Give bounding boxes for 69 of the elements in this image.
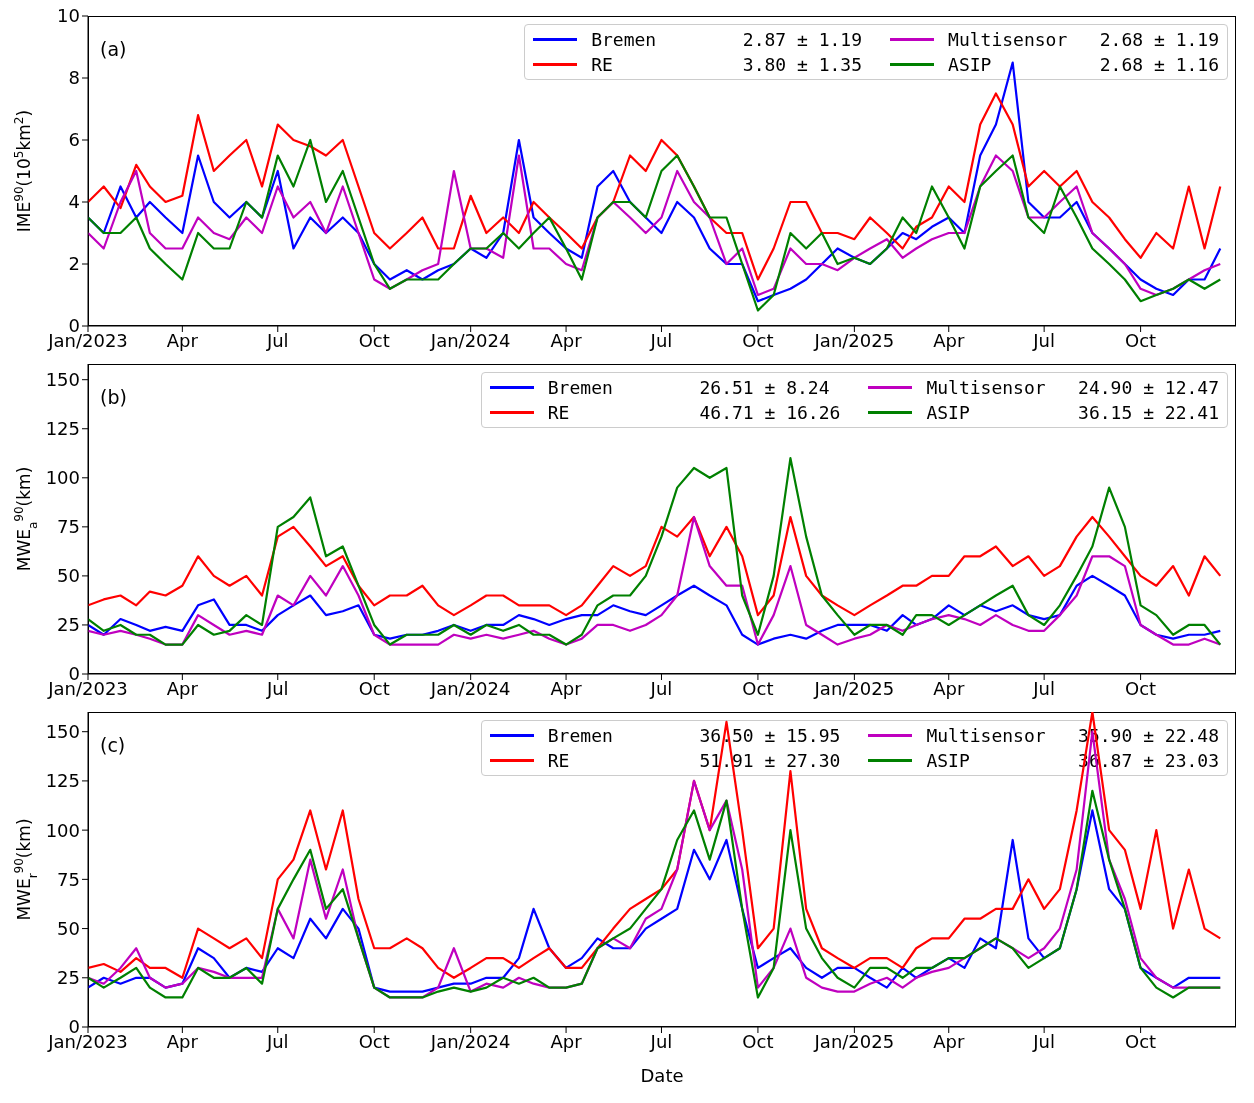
x-tick-label: Oct — [1125, 1030, 1157, 1052]
x-tick-label: Oct — [742, 677, 774, 699]
legend-label: RE 46.71 ± 16.26 — [547, 402, 841, 423]
legend-label: ASIP 2.68 ± 1.16 — [948, 54, 1219, 75]
y-tick-label: 50 — [57, 917, 80, 939]
y-tick-label: 25 — [57, 967, 80, 989]
x-tick-label: Jan/2024 — [429, 329, 511, 351]
y-tick-label: 100 — [45, 467, 80, 489]
line-series — [88, 515, 1222, 617]
x-tick-label: Apr — [166, 1030, 199, 1052]
x-tick-label: Oct — [358, 677, 390, 699]
annotation: (c) — [100, 734, 126, 756]
line-series — [88, 574, 1222, 646]
x-tick-label: Apr — [933, 677, 965, 699]
line-series — [88, 457, 1222, 646]
x-tick-label: Oct — [742, 1030, 774, 1052]
x-tick-label: Apr — [550, 677, 583, 699]
x-tick-label: Oct — [1125, 677, 1157, 699]
legend-label: Multisensor 2.68 ± 1.19 — [948, 29, 1219, 50]
legend-label: Multisensor 24.90 ± 12.47 — [926, 377, 1219, 398]
y-tick-label: 100 — [45, 819, 80, 841]
x-tick-label: Oct — [358, 1030, 390, 1052]
x-tick-label: Oct — [742, 329, 774, 351]
line-series — [88, 154, 1222, 297]
x-tick-label: Jul — [649, 329, 673, 351]
x-tick-label: Jul — [1032, 677, 1055, 699]
y-tick-label: 150 — [45, 369, 80, 391]
legend-label: Bremen 26.51 ± 8.24 — [547, 377, 830, 398]
x-tick-label: Jul — [265, 329, 289, 351]
x-tick-label: Apr — [933, 329, 965, 351]
y-tick-label: 10 — [57, 5, 80, 27]
x-tick-label: Apr — [550, 329, 583, 351]
x-tick-label: Jul — [1032, 1030, 1055, 1052]
x-tick-label: Jul — [649, 1030, 673, 1052]
y-tick-label: 150 — [45, 721, 80, 743]
legend-label: RE 3.80 ± 1.35 — [591, 54, 863, 75]
line-series — [88, 515, 1222, 646]
x-tick-label: Jan/2024 — [429, 1030, 511, 1052]
y-tick-label: 4 — [68, 191, 80, 213]
y-tick-label: 8 — [68, 67, 80, 89]
x-tick-label: Oct — [358, 329, 390, 351]
y-tick-label: 6 — [68, 129, 80, 151]
x-tick-label: Jul — [265, 677, 289, 699]
y-tick-label: 75 — [57, 516, 80, 538]
x-tick-label: Apr — [933, 1030, 965, 1052]
x-tick-label: Jul — [265, 1030, 289, 1052]
x-tick-label: Apr — [166, 329, 199, 351]
y-tick-label: 25 — [57, 614, 80, 636]
x-tick-label: Jan/2024 — [429, 677, 511, 699]
x-tick-label: Jan/2025 — [813, 1030, 895, 1052]
annotation: (a) — [100, 38, 127, 60]
x-tick-label: Jul — [649, 677, 673, 699]
x-tick-label: Apr — [166, 677, 199, 699]
y-tick-label: 50 — [57, 565, 80, 587]
line-series — [88, 92, 1222, 281]
legend-label: Bremen 2.87 ± 1.19 — [591, 29, 863, 50]
x-axis-title: Date — [640, 1065, 684, 1086]
x-tick-label: Jan/2025 — [813, 329, 895, 351]
y-tick-label: 75 — [57, 868, 80, 890]
y-tick-label: 2 — [68, 253, 80, 275]
y-tick-label: 125 — [45, 770, 80, 792]
legend-label: ASIP 36.15 ± 22.41 — [926, 402, 1219, 423]
x-tick-label: Jan/2025 — [813, 677, 895, 699]
annotation: (b) — [100, 386, 127, 408]
x-tick-label: Apr — [550, 1030, 583, 1052]
x-tick-label: Oct — [1125, 329, 1157, 351]
x-tick-label: Jul — [1032, 329, 1055, 351]
line-series — [88, 138, 1222, 312]
y-tick-label: 125 — [45, 418, 80, 440]
